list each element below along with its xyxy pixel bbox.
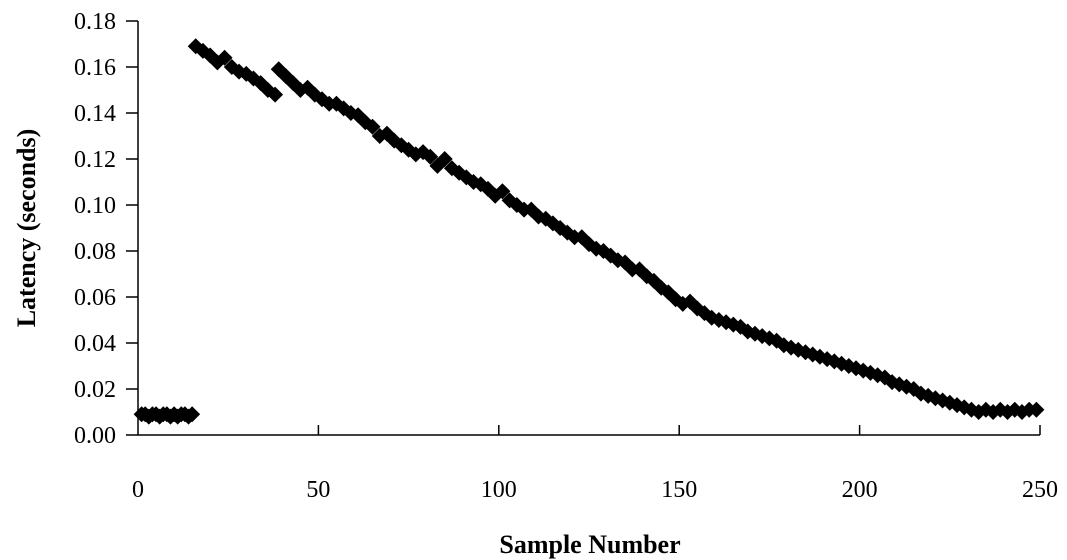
y-tick-labels: 0.00 0.02 0.04 0.06 0.08 0.10 0.12 0.14 0.16 0.18 (74, 9, 116, 449)
tick-marks (126, 20, 1041, 436)
data-point (588, 240, 605, 257)
y-axis-title: Latency (seconds) (12, 129, 41, 328)
data-point (501, 192, 518, 209)
y-tick-label: 0.08 (74, 239, 116, 265)
x-tick-label: 250 (1022, 477, 1058, 503)
data-markers (133, 38, 1045, 425)
x-tick-label: 50 (306, 477, 330, 503)
y-tick-label: 0.04 (74, 331, 116, 357)
y-tick-label: 0.16 (74, 55, 116, 81)
y-tick-label: 0.00 (74, 423, 116, 449)
data-point (364, 118, 381, 135)
data-point (494, 183, 511, 200)
x-tick-label: 100 (481, 477, 517, 503)
data-point (1028, 401, 1045, 418)
y-tick-label: 0.12 (74, 147, 116, 173)
x-tick-labels: 0 50 100 150 200 250 (132, 477, 1058, 503)
y-tick-label: 0.10 (74, 193, 116, 219)
data-point (422, 148, 439, 165)
x-tick-label: 150 (661, 477, 697, 503)
data-point (184, 406, 201, 423)
data-point (436, 151, 453, 167)
x-tick-label: 200 (842, 477, 878, 503)
data-point (267, 86, 284, 103)
data-point (216, 49, 233, 66)
y-tick-label: 0.02 (74, 377, 116, 403)
y-tick-label: 0.18 (74, 9, 116, 35)
x-tick-label: 0 (132, 477, 144, 503)
y-tick-label: 0.14 (74, 101, 116, 127)
x-axis-title: Sample Number (499, 530, 680, 559)
y-tick-label: 0.06 (74, 285, 116, 311)
